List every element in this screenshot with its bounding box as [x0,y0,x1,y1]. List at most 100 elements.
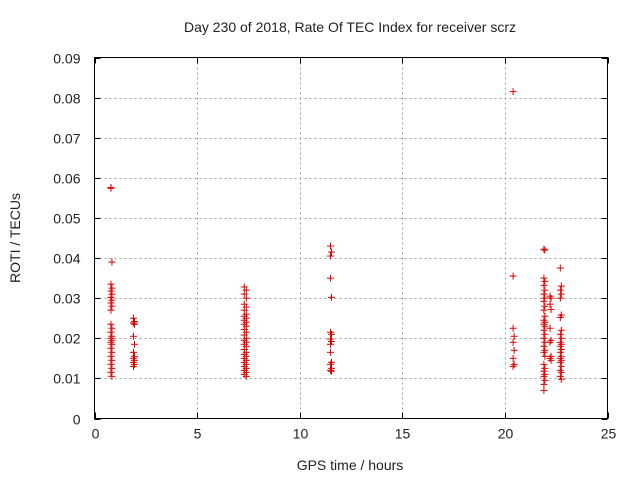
data-point [107,287,115,295]
x-tick-label: 25 [601,426,617,442]
data-point [540,281,548,289]
x-tick-label: 10 [293,426,309,442]
data-points [107,88,565,394]
data-point [541,302,549,310]
data-point [326,360,334,368]
data-point [328,330,336,338]
data-point [557,375,565,383]
y-tick-labels: 0 0.01 0.02 0.03 0.04 0.05 0.06 0.07 0.08 0.09 [53,51,80,428]
y-axis-label: ROTI / TECUs [7,193,23,283]
data-point [510,332,518,340]
data-point [107,280,115,288]
data-point [540,348,548,356]
x-tick-label: 20 [498,426,514,442]
data-point [541,322,549,330]
data-point [107,320,115,328]
x-tick-label: 5 [194,426,202,442]
data-point [107,344,115,352]
data-point [107,306,115,314]
data-point [556,286,564,294]
data-point [242,294,250,302]
data-point [540,297,548,305]
data-point [131,340,139,348]
data-point [541,277,549,285]
data-point [326,242,334,250]
data-point [541,294,549,302]
data-point [107,360,115,368]
data-point [556,358,564,366]
data-point [108,340,116,348]
data-point [547,356,555,364]
data-point [509,338,517,346]
data-point [557,362,565,370]
x-tick-labels: 0 5 10 15 20 25 [92,426,617,442]
x-tick-label: 15 [395,426,411,442]
data-point [540,245,548,253]
data-point [541,330,549,338]
data-point [540,360,548,368]
y-tick-label: 0.03 [53,291,80,307]
data-point [557,326,565,334]
data-point [547,305,555,313]
data-point [556,294,564,302]
data-point [557,282,565,290]
data-point [557,368,565,376]
data-point [541,352,549,360]
data-point [108,364,116,372]
data-point [108,356,116,364]
data-point [540,386,548,394]
y-tick-label: 0.07 [53,131,80,147]
y-tick-label: 0.05 [53,211,80,227]
data-point [326,274,334,282]
grid-lines [94,57,608,419]
data-point [541,286,549,294]
data-point [326,252,334,260]
data-point [509,272,517,280]
data-point [129,332,137,340]
data-point [326,340,334,348]
chart-title: Day 230 of 2018, Rate Of TEC Index for r… [184,19,516,35]
data-point [328,367,336,375]
data-point [107,184,115,192]
data-point [326,366,334,374]
data-point [108,290,116,298]
data-point [540,380,548,388]
data-point [242,372,250,380]
data-point [556,342,564,350]
data-point [541,246,549,254]
x-axis-label: GPS time / hours [297,457,404,473]
data-point [546,300,554,308]
data-point [240,306,248,314]
data-point [131,320,139,328]
data-point [510,346,518,354]
data-point [541,376,549,384]
y-tick-label: 0.08 [53,91,80,107]
data-point [556,264,564,272]
data-point [328,293,336,301]
data-point [108,348,116,356]
data-point [509,354,517,362]
y-tick-label: 0.09 [53,51,80,67]
data-point [242,286,250,294]
data-point [540,342,548,350]
data-point [540,334,548,342]
data-point [540,290,548,298]
data-point [240,290,248,298]
data-point [540,306,548,314]
data-point [108,372,116,380]
y-tick-label: 0.01 [53,371,80,387]
data-point [546,338,554,346]
data-point [129,362,137,370]
data-point [509,88,517,96]
data-point [107,328,115,336]
data-point [540,372,548,380]
data-point [108,302,116,310]
data-point [557,334,565,342]
y-tick-label: 0.06 [53,171,80,187]
data-point [547,294,555,302]
data-point [509,362,517,370]
data-point [107,299,115,307]
y-tick-label: 0.02 [53,331,80,347]
data-point [541,312,549,320]
